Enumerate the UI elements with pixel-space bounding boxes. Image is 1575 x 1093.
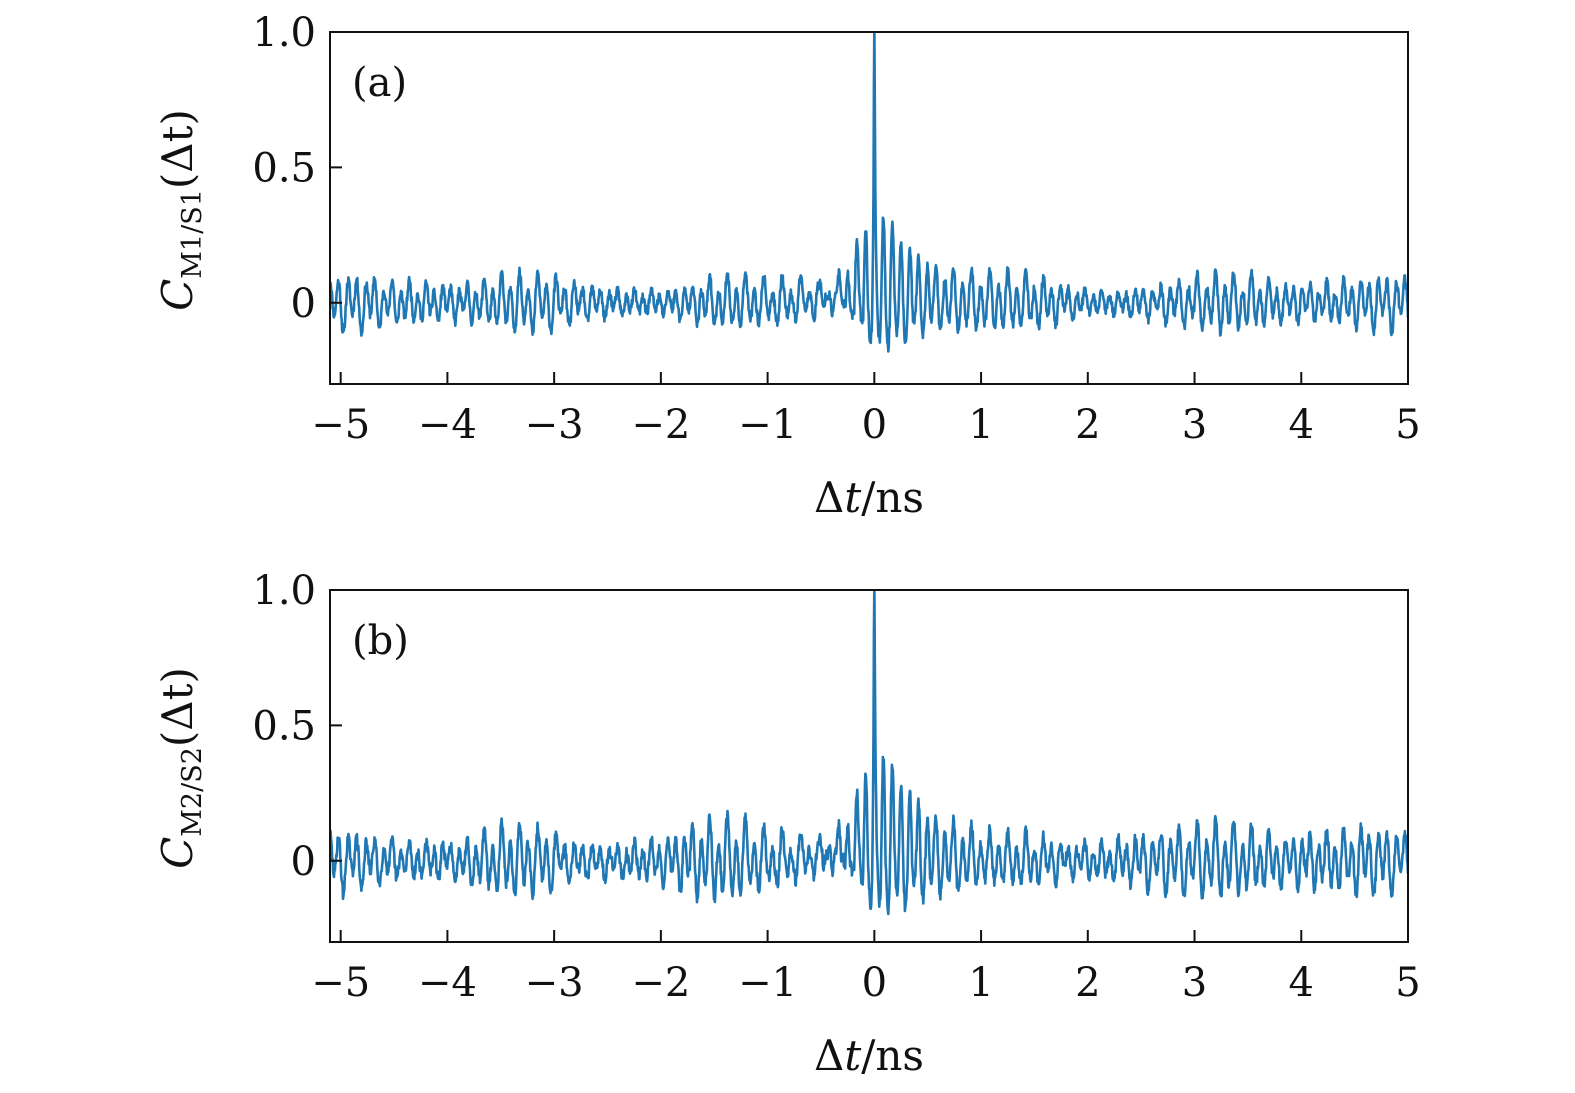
x-tick-label: −5 bbox=[311, 960, 370, 1006]
x-tick-label: 3 bbox=[1182, 402, 1207, 448]
x-tick-label: 1 bbox=[968, 402, 993, 448]
y-tick-label: 1.0 bbox=[252, 10, 316, 56]
y-axis-ticks-a: 0 0.5 1.0 bbox=[252, 10, 342, 327]
y-axis-label-symbol: C bbox=[153, 279, 202, 311]
y-tick-label: 0.5 bbox=[252, 145, 316, 191]
x-axis-label-a: Δt/ns bbox=[814, 473, 924, 522]
x-tick-label: 1 bbox=[968, 960, 993, 1006]
y-axis-label-b: CM2/S2(Δt) bbox=[153, 667, 208, 869]
x-axis-label-var: t bbox=[844, 1031, 861, 1080]
y-tick-label: 0.5 bbox=[252, 703, 316, 749]
x-tick-label: 0 bbox=[862, 960, 887, 1006]
x-tick-label: −1 bbox=[738, 402, 797, 448]
x-axis-label-symbol: Δ bbox=[814, 1031, 844, 1080]
series-line-a bbox=[330, 32, 1408, 353]
x-tick-label: 5 bbox=[1395, 960, 1420, 1006]
x-tick-label: 4 bbox=[1289, 960, 1314, 1006]
panel-label-a: (a) bbox=[352, 60, 407, 106]
x-tick-label: 2 bbox=[1075, 402, 1100, 448]
x-tick-label: −2 bbox=[631, 960, 690, 1006]
x-axis-label-b: Δt/ns bbox=[814, 1031, 924, 1080]
series-line-b bbox=[330, 590, 1408, 916]
panel-a: −5 −4 −3 −2 −1 0 1 2 3 4 5 0 0.5 1.0 (a) Δt/ns CM1/S… bbox=[153, 10, 1421, 522]
x-tick-label: 2 bbox=[1075, 960, 1100, 1006]
x-tick-label: 0 bbox=[862, 402, 887, 448]
panel-b: −5 −4 −3 −2 −1 0 1 2 3 4 5 0 0.5 1.0 (b) Δt/ns CM2/S… bbox=[153, 568, 1421, 1080]
y-axis-ticks-b: 0 0.5 1.0 bbox=[252, 568, 342, 885]
x-tick-label: −5 bbox=[311, 402, 370, 448]
y-tick-label: 0 bbox=[291, 839, 316, 885]
x-tick-label: 3 bbox=[1182, 960, 1207, 1006]
x-axis-ticks-a: −5 −4 −3 −2 −1 0 1 2 3 4 5 bbox=[311, 372, 1421, 448]
x-tick-label: −3 bbox=[525, 402, 584, 448]
y-axis-label-arg: (Δt) bbox=[153, 109, 202, 189]
x-tick-label: −3 bbox=[525, 960, 584, 1006]
panel-label-b: (b) bbox=[352, 618, 409, 664]
x-axis-label-symbol: Δ bbox=[814, 473, 844, 522]
x-tick-label: −4 bbox=[418, 960, 477, 1006]
x-axis-ticks-b: −5 −4 −3 −2 −1 0 1 2 3 4 5 bbox=[311, 930, 1421, 1006]
plot-frame-b bbox=[329, 589, 1409, 943]
y-axis-label-subscript: M2/S2 bbox=[177, 747, 208, 837]
x-tick-label: 4 bbox=[1289, 402, 1314, 448]
y-axis-label-subscript: M1/S1 bbox=[177, 189, 208, 279]
x-tick-label: −1 bbox=[738, 960, 797, 1006]
plot-frame-a bbox=[329, 31, 1409, 385]
x-tick-label: −2 bbox=[631, 402, 690, 448]
x-axis-label-unit: /ns bbox=[861, 1031, 924, 1080]
x-axis-label-unit: /ns bbox=[861, 473, 924, 522]
y-axis-label-arg: (Δt) bbox=[153, 667, 202, 747]
y-axis-label-a: CM1/S1(Δt) bbox=[153, 109, 208, 311]
x-tick-label: −4 bbox=[418, 402, 477, 448]
y-axis-label-symbol: C bbox=[153, 837, 202, 869]
x-axis-label-var: t bbox=[844, 473, 861, 522]
y-tick-label: 1.0 bbox=[252, 568, 316, 614]
x-tick-label: 5 bbox=[1395, 402, 1420, 448]
y-tick-label: 0 bbox=[291, 281, 316, 327]
